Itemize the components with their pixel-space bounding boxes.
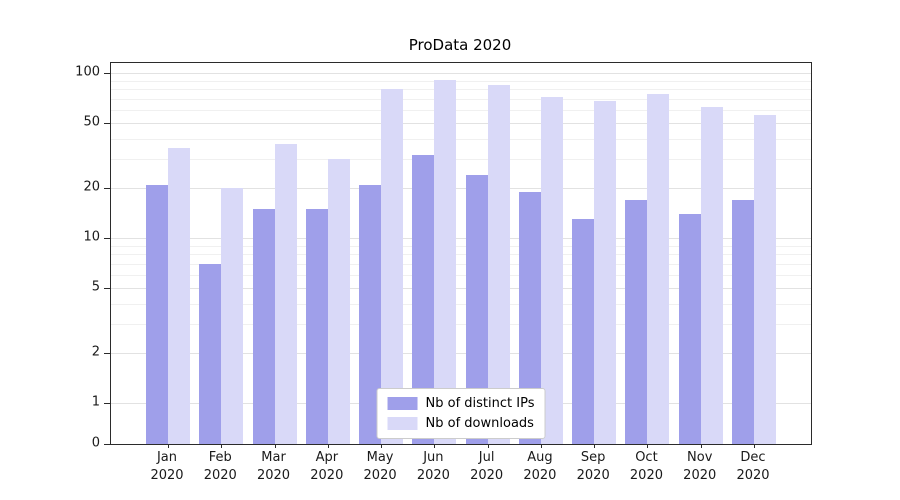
x-tick-mark [487, 444, 489, 448]
y-tick-label: 50 [83, 114, 100, 130]
x-tick-label: Jul 2020 [470, 450, 504, 483]
x-tick-label: Dec 2020 [736, 450, 770, 483]
minor-gridline [111, 98, 811, 100]
y-tick-mark [104, 238, 110, 239]
legend-label-downloads: Nb of downloads [425, 416, 534, 431]
bar-downloads [540, 96, 563, 444]
legend-item-downloads: Nb of downloads [387, 416, 535, 431]
y-tick-label: 20 [83, 179, 100, 195]
bar-distinct-ips [146, 184, 168, 444]
legend: Nb of distinct IPs Nb of downloads [376, 388, 546, 439]
x-tick-label: Mar 2020 [256, 450, 291, 483]
bar-downloads [434, 79, 457, 444]
bar-downloads [754, 114, 776, 444]
y-tick-label: 100 [75, 64, 100, 80]
x-tick-mark [274, 444, 276, 448]
bar-distinct-ips [465, 175, 488, 444]
y-tick-label: 1 [91, 394, 100, 410]
x-tick-label: Oct 2020 [629, 450, 663, 483]
bar-downloads [327, 159, 350, 444]
y-axis-labels: 100 50 20 10 5 2 1 0 [56, 62, 100, 450]
bar-downloads [700, 107, 723, 444]
bar-distinct-ips [252, 208, 275, 444]
y-tick-mark [104, 353, 110, 355]
y-tick-label: 0 [91, 435, 100, 451]
x-tick-mark [381, 444, 383, 448]
x-tick-mark [647, 444, 649, 448]
bar-distinct-ips [572, 219, 595, 444]
bar-distinct-ips [732, 199, 754, 444]
x-tick-label: Aug 2020 [523, 450, 557, 483]
x-tick-mark [540, 444, 542, 448]
bar-distinct-ips [518, 192, 541, 444]
x-tick-label: Nov 2020 [683, 450, 717, 483]
x-tick-label: May 2020 [363, 450, 397, 483]
x-tick-label: Sep 2020 [576, 450, 610, 483]
x-tick-mark [594, 444, 596, 448]
x-tick-label: Apr 2020 [310, 450, 344, 483]
y-tick-label: 2 [91, 344, 100, 360]
x-tick-mark [221, 444, 223, 448]
x-tick-mark [700, 444, 702, 448]
legend-item-distinct-ips: Nb of distinct IPs [387, 396, 535, 411]
x-tick-label: Jun 2020 [416, 450, 450, 483]
y-tick-mark [104, 444, 110, 445]
legend-label-distinct-ips: Nb of distinct IPs [425, 396, 535, 411]
bar-distinct-ips [412, 154, 435, 444]
minor-gridline [111, 80, 811, 82]
x-tick-mark [168, 444, 169, 448]
plot-area: Nb of distinct IPs Nb of downloads [104, 62, 812, 448]
y-tick-label: 10 [83, 229, 100, 245]
bar-distinct-ips [305, 208, 328, 444]
y-tick-mark [104, 188, 110, 190]
bar-downloads [381, 89, 404, 444]
bar-downloads [594, 100, 617, 444]
bar-distinct-ips [199, 263, 222, 444]
bar-distinct-ips [625, 199, 648, 444]
y-tick-mark [104, 287, 110, 289]
y-tick-mark [104, 73, 110, 74]
bar-downloads [221, 188, 244, 444]
y-tick-label: 5 [91, 279, 100, 295]
y-tick-mark [104, 403, 110, 404]
major-gridline [111, 73, 811, 74]
bar-downloads [647, 93, 670, 444]
x-tick-label: Feb 2020 [203, 450, 237, 483]
x-tick-mark [754, 444, 755, 448]
bar-downloads [487, 84, 510, 444]
y-tick-mark [104, 122, 110, 124]
minor-gridline [111, 88, 811, 90]
bar-distinct-ips [678, 213, 701, 444]
chart-title: ProData 2020 [408, 36, 512, 54]
x-tick-mark [327, 444, 329, 448]
legend-swatch-downloads [387, 417, 418, 430]
legend-swatch-distinct-ips [387, 397, 418, 410]
bar-downloads [274, 144, 297, 444]
bar-distinct-ips [359, 184, 382, 444]
x-tick-label: Jan 2020 [150, 450, 184, 483]
bar-downloads [168, 148, 190, 444]
x-tick-mark [434, 444, 436, 448]
